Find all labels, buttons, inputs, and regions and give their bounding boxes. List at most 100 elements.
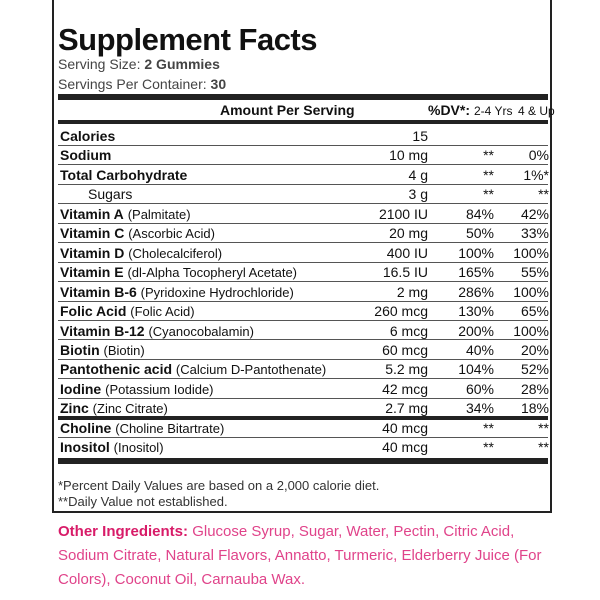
nutrient-name: Choline: [60, 419, 112, 436]
title: Supplement Facts: [58, 22, 318, 57]
nutrient-name: Iodine: [60, 380, 102, 397]
nutrient: Choline (Choline Bitartrate): [60, 420, 224, 437]
rule: [58, 261, 548, 263]
dv-4-up: 100%: [513, 322, 549, 339]
dv-2-4: 84%: [465, 205, 494, 222]
rule: [58, 242, 548, 244]
thick-rule: [58, 457, 548, 464]
nutrient: Vitamin B-6 (Pyridoxine Hydrochloride): [60, 284, 294, 301]
rule: [58, 436, 548, 438]
nutrient-name: Vitamin B-6: [60, 283, 137, 300]
nutrient-name: Biotin: [60, 341, 100, 358]
dv-4-up: 42%: [520, 205, 549, 222]
other-ingredients: Other Ingredients: Glucose Syrup, Sugar,…: [58, 520, 558, 592]
nutrient-source: (Cyanocobalamin): [148, 323, 254, 339]
nutrient-name: Zinc: [60, 400, 89, 417]
nutrient-source: (Cholecalciferol): [128, 245, 223, 261]
nutrient-name: Vitamin B-12: [60, 322, 145, 339]
amount: 15: [412, 128, 428, 144]
rule: [58, 144, 548, 146]
rule: [58, 320, 548, 321]
nutrient: Vitamin E (dl-Alpha Tocopheryl Acetate): [60, 264, 297, 281]
header-dv: %DV*:: [428, 102, 471, 118]
nutrient: Vitamin D (Cholecalciferol): [60, 245, 222, 262]
nutrient: Total Carbohydrate: [60, 167, 187, 183]
nutrient: Zinc (Zinc Citrate): [60, 400, 168, 417]
nutrient-source: (Inositol): [113, 440, 164, 456]
amount: 6 mcg: [389, 322, 428, 339]
dv-4-up: 0%: [528, 147, 549, 164]
dv-2-4: 60%: [465, 380, 494, 397]
nutrient-name: Total Carbohydrate: [60, 166, 188, 183]
nutrient-source: (Palmitate): [127, 206, 191, 222]
nutrient: Calories: [60, 128, 115, 144]
label: Other Ingredients:: [58, 523, 189, 540]
dv-4-up: 65%: [520, 303, 549, 320]
dv-4-up: **: [538, 439, 549, 456]
nutrient-source: (Pyridoxine Hydrochloride): [140, 284, 294, 300]
value: 30: [210, 76, 227, 92]
nutrient-source: (Folic Acid): [130, 304, 195, 320]
dv-4-up: 100%: [513, 244, 549, 261]
amount: 16.5 IU: [382, 264, 428, 281]
footnote: *Percent Daily Values are based on a 2,0…: [58, 478, 380, 493]
amount: 5.2 mg: [385, 361, 428, 378]
servings: Servings Per Container: 30: [58, 76, 226, 92]
nutrient-name: Calories: [60, 128, 116, 144]
thick-rule: [58, 120, 548, 124]
rule: [58, 358, 548, 360]
dv-4-up: 28%: [520, 380, 549, 397]
dv-4-up: 20%: [520, 341, 549, 358]
amount: 2 mg: [396, 283, 428, 300]
dv-4-up: 33%: [520, 225, 549, 242]
nutrient-source: (Biotin): [103, 342, 145, 358]
nutrient: Pantothenic acid (Calcium D-Pantothenate…: [60, 361, 326, 378]
dv-2-4: **: [483, 439, 494, 456]
nutrient: Biotin (Biotin): [60, 342, 145, 359]
thick-rule: [58, 415, 548, 420]
amount: 400 IU: [386, 244, 428, 261]
amount: 60 mcg: [382, 341, 428, 358]
rule: [58, 183, 548, 185]
nutrient-source: (Choline Bitartrate): [115, 420, 225, 436]
rule: [58, 281, 548, 283]
nutrient-name: Vitamin A: [60, 205, 124, 222]
thick-rule: [58, 94, 548, 100]
nutrient-name: Vitamin E: [60, 264, 124, 281]
dv-2-4: 130%: [458, 303, 494, 320]
amount: 260 mcg: [374, 303, 428, 320]
nutrient-name: Sodium: [60, 147, 112, 164]
dv-4-up: **: [538, 186, 549, 203]
nutrient-name: Sugars: [88, 186, 133, 203]
nutrient: Vitamin A (Palmitate): [60, 206, 191, 223]
header-amount: Amount Per Serving: [220, 102, 355, 118]
dv-2-4: 200%: [458, 322, 494, 339]
dv-4-up: 18%: [520, 400, 549, 417]
rule: [58, 164, 548, 166]
dv-2-4: 40%: [465, 341, 494, 358]
amount: 20 mg: [389, 225, 428, 242]
dv-2-4: **: [483, 166, 494, 183]
nutrient-name: Pantothenic acid: [60, 361, 173, 378]
amount: 3 g: [408, 186, 428, 203]
dv-2-4: 100%: [458, 244, 494, 261]
dv-4-up: 55%: [520, 264, 549, 281]
nutrient: Folic Acid (Folic Acid): [60, 303, 195, 320]
nutrient-name: Vitamin D: [60, 244, 125, 261]
dv-2-4: **: [483, 147, 494, 164]
text: Glucose Syrup, Sugar, Water, Pectin, Cit…: [58, 523, 542, 588]
dv-2-4: 286%: [458, 283, 494, 300]
amount: 42 mcg: [382, 380, 428, 397]
rule: [58, 397, 548, 399]
dv-2-4: 104%: [458, 361, 494, 378]
nutrient-source: (Calcium D-Pantothenate): [175, 362, 327, 378]
dv-2-4: **: [483, 419, 494, 436]
amount: 2100 IU: [378, 205, 428, 222]
nutrient: Vitamin C (Ascorbic Acid): [60, 225, 215, 242]
dv-2-4: **: [483, 186, 494, 203]
nutrient-name: Folic Acid: [60, 303, 127, 320]
amount: 4 g: [408, 166, 428, 183]
nutrient-source: (Potassium Iodide): [105, 381, 214, 397]
nutrient-name: Vitamin C: [60, 225, 125, 242]
